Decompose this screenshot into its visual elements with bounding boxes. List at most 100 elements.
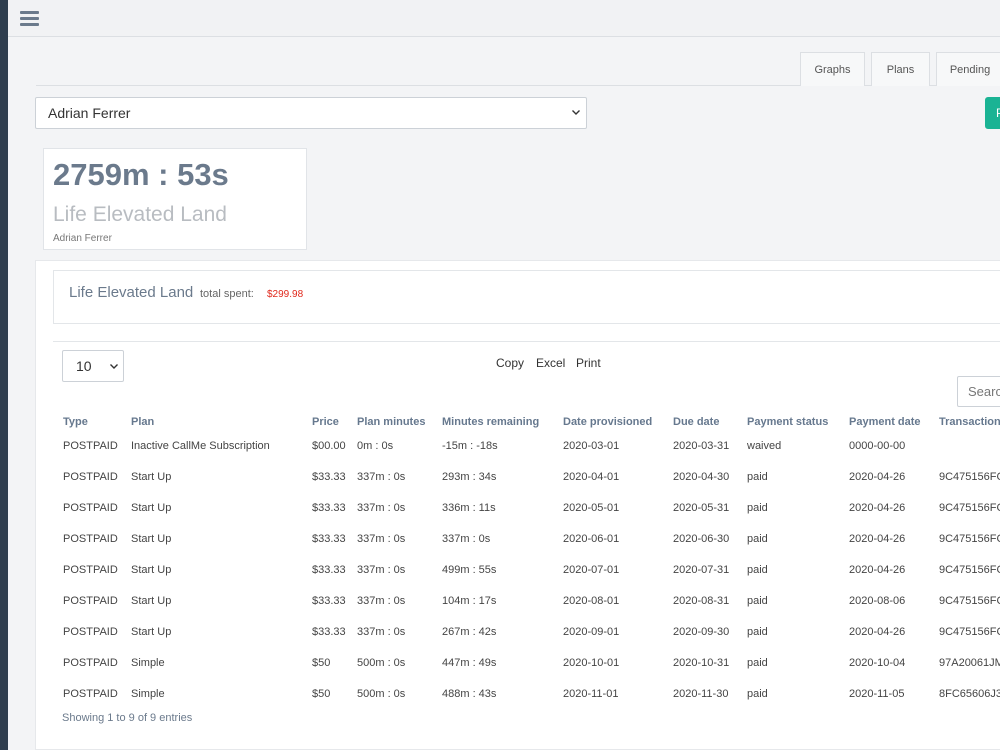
chevron-down-icon [110,364,118,369]
table-cell: $00.00 [312,440,346,452]
summary-box: Life Elevated Land total spent: $299.98 [53,270,1000,324]
table-cell: 337m : 0s [357,471,406,483]
table-cell: 2020-10-01 [563,657,620,669]
column-header[interactable]: Payment status [747,416,829,428]
table-cell: 2020-04-26 [849,533,906,545]
hamburger-icon[interactable] [20,11,39,27]
table-cell: 2020-04-01 [563,471,620,483]
table-cell: 2020-04-26 [849,471,906,483]
table-cell: paid [747,657,768,669]
table-cell: 2020-06-30 [673,533,730,545]
table-cell: $33.33 [312,471,346,483]
column-header[interactable]: Due date [673,416,720,428]
table-cell: Start Up [131,533,172,545]
total-spent-label: total spent: [200,288,254,300]
table-cell: $50 [312,657,331,669]
table-cell: 9C475156FC [939,533,1000,545]
table-cell: 9C475156FC [939,471,1000,483]
summary-title: Life Elevated Land [69,284,194,301]
table-cell: waived [747,440,782,452]
table-cell: 0m : 0s [357,440,394,452]
total-minutes-value: 2759m : 53s [53,157,229,192]
table-cell: 9C475156FC [939,626,1000,638]
table-cell: Start Up [131,564,172,576]
table-cell: 2020-04-26 [849,626,906,638]
column-header[interactable]: Date provisioned [563,416,653,428]
table-cell: 337m : 0s [357,626,406,638]
tab-plans[interactable]: Plans [871,52,930,86]
table-cell: 2020-05-31 [673,502,730,514]
table-cell: 2020-04-30 [673,471,730,483]
tab-bar-border [36,85,1000,86]
table-cell: 2020-11-01 [563,688,619,700]
table-cell: 337m : 0s [442,533,491,545]
column-header[interactable]: Type [63,416,88,428]
column-header[interactable]: Transaction [939,416,1000,428]
print-button[interactable]: Print [576,356,601,370]
table-cell: $33.33 [312,533,346,545]
table-cell: paid [747,502,768,514]
table-cell: POSTPAID [63,564,118,576]
table-cell: 336m : 11s [442,502,496,514]
table-cell: $50 [312,688,331,700]
excel-button[interactable]: Excel [536,356,566,370]
table-cell: 9C475156FC [939,595,1000,607]
table-cell: paid [747,688,768,700]
table-cell: 8FC65606J3 [939,688,1000,700]
table-info: Showing 1 to 9 of 9 entries [62,712,193,724]
table-cell: 2020-10-31 [673,657,730,669]
page-length-value: 10 [76,358,92,374]
table-cell: 447m : 49s [442,657,497,669]
user-select-value: Adrian Ferrer [48,105,131,121]
table-cell: 267m : 42s [442,626,497,638]
table-cell: paid [747,595,768,607]
top-navbar [8,0,1000,37]
user-select[interactable]: Adrian Ferrer [35,97,587,129]
table-cell: 499m : 55s [442,564,497,576]
search-input[interactable]: Search [957,376,1000,407]
table-cell: 337m : 0s [357,502,406,514]
table-cell: $33.33 [312,626,346,638]
column-header[interactable]: Payment date [849,416,921,428]
table-cell: 2020-09-30 [673,626,730,638]
search-placeholder: Search [968,384,1000,399]
green-action-button[interactable]: P [985,97,1000,129]
left-sidebar-rail [0,0,8,750]
total-spent-value: $299.98 [267,289,304,300]
column-header[interactable]: Plan minutes [357,416,426,428]
table-cell: 2020-03-31 [673,440,730,452]
tab-pending[interactable]: Pending [936,52,1000,86]
column-header[interactable]: Price [312,416,339,428]
table-cell: 2020-08-06 [849,595,906,607]
table-cell: -15m : -18s [442,440,498,452]
table-cell: 337m : 0s [357,595,406,607]
green-action-button-label: P [996,106,1000,120]
page-length-select[interactable]: 10 [62,350,124,382]
table-cell: 97A20061JM [939,657,1000,669]
table-cell: 2020-04-26 [849,564,906,576]
table-cell: 2020-04-26 [849,502,906,514]
table-cell: 9C475156FC [939,564,1000,576]
tab-graphs[interactable]: Graphs [800,52,865,86]
table-cell: 2020-03-01 [563,440,620,452]
table-cell: 2020-05-01 [563,502,620,514]
table-cell: 0000-00-00 [849,440,906,452]
column-header[interactable]: Minutes remaining [442,416,540,428]
table-cell: 337m : 0s [357,533,406,545]
table-cell: paid [747,471,768,483]
table-cell: 2020-07-31 [673,564,730,576]
table-cell: $33.33 [312,595,346,607]
table-cell: paid [747,626,768,638]
chevron-down-icon [572,110,580,115]
table-cell: paid [747,564,768,576]
table-cell: $33.33 [312,502,346,514]
table-cell: 2020-08-01 [563,595,620,607]
table-cell: 293m : 34s [442,471,497,483]
table-cell: POSTPAID [63,471,118,483]
copy-button[interactable]: Copy [496,356,525,370]
table-cell: 9C475156FC [939,502,1000,514]
table-cell: POSTPAID [63,688,118,700]
column-header[interactable]: Plan [131,416,155,428]
table-cell: 2020-06-01 [563,533,620,545]
table-cell: POSTPAID [63,657,118,669]
